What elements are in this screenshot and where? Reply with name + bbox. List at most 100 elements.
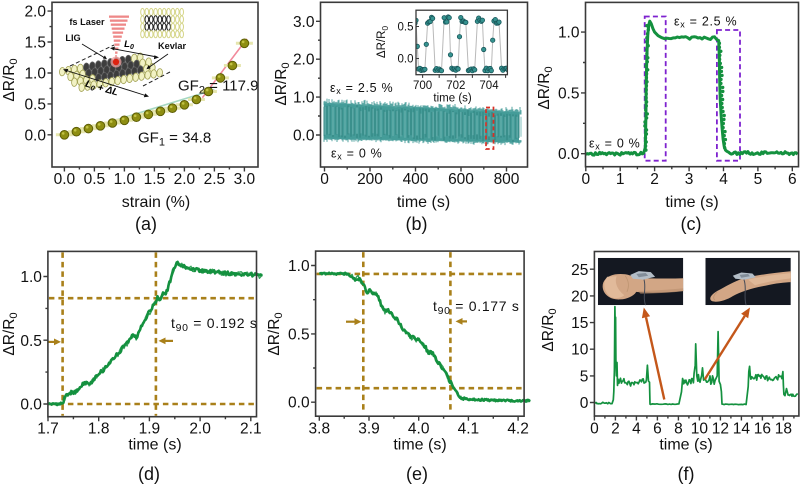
svg-text:15: 15 [571,315,588,332]
svg-text:3.8: 3.8 [309,421,331,438]
svg-text:12: 12 [712,421,729,438]
svg-text:(d): (d) [138,464,160,484]
svg-text:700: 700 [413,80,432,92]
svg-text:3.0: 3.0 [234,171,256,188]
svg-text:εx = 0 %: εx = 0 % [589,137,640,152]
svg-text:time (s): time (s) [397,194,450,211]
svg-text:3.0: 3.0 [293,14,315,31]
svg-text:0: 0 [580,395,589,412]
svg-text:strain (%): strain (%) [122,194,190,211]
svg-text:GF2 = 117.9: GF2 = 117.9 [178,78,259,97]
svg-text:800: 800 [494,171,520,188]
svg-text:702: 702 [446,80,465,92]
svg-text:4: 4 [719,171,728,188]
svg-text:time (s): time (s) [659,437,712,454]
svg-text:t90 = 0.177 s: t90 = 0.177 s [433,298,520,317]
svg-text:2.1: 2.1 [240,421,262,438]
svg-text:20: 20 [571,288,589,305]
svg-text:10: 10 [691,421,709,438]
svg-text:1: 1 [616,171,625,188]
svg-text:14: 14 [733,421,751,438]
svg-text:ΔR/R0: ΔR/R0 [266,312,285,355]
svg-text:(a): (a) [135,214,157,234]
svg-text:fs Laser: fs Laser [69,17,105,27]
svg-text:2: 2 [650,171,659,188]
svg-text:0.0: 0.0 [24,127,46,144]
svg-text:0: 0 [590,421,599,438]
svg-text:4.2: 4.2 [507,421,529,438]
svg-text:200: 200 [357,171,383,188]
svg-text:0.5: 0.5 [398,22,414,34]
svg-text:ΔR/R0: ΔR/R0 [540,308,559,351]
svg-text:0.5: 0.5 [288,326,310,343]
svg-text:4.1: 4.1 [458,421,480,438]
svg-text:0.5: 0.5 [20,333,42,350]
svg-text:0.0: 0.0 [288,395,310,412]
svg-text:400: 400 [403,171,429,188]
svg-text:4: 4 [632,421,641,438]
svg-text:8: 8 [674,421,683,438]
svg-text:3.9: 3.9 [358,421,380,438]
svg-text:6: 6 [653,421,662,438]
svg-text:(e): (e) [406,464,428,484]
svg-text:time (s): time (s) [128,437,181,454]
svg-text:ΔR/R0: ΔR/R0 [536,66,555,109]
svg-text:1.8: 1.8 [88,421,110,438]
svg-text:1.5: 1.5 [24,35,46,52]
svg-text:Kevlar: Kevlar [158,41,187,51]
svg-text:25: 25 [571,262,588,279]
svg-text:t90 = 0.192 s: t90 = 0.192 s [171,315,258,334]
svg-text:1.0: 1.0 [558,25,580,42]
svg-text:LIG: LIG [65,33,80,43]
svg-text:L0: L0 [124,39,134,51]
svg-text:16: 16 [754,421,771,438]
svg-text:(c): (c) [681,214,702,234]
svg-text:704: 704 [479,80,499,92]
svg-text:time (s): time (s) [665,194,718,211]
svg-text:(b): (b) [406,214,428,234]
svg-text:0.0: 0.0 [20,397,42,414]
svg-text:1.0: 1.0 [293,90,315,107]
svg-text:0.5: 0.5 [558,85,580,102]
svg-text:1.5: 1.5 [144,171,166,188]
svg-text:600: 600 [448,171,474,188]
svg-text:ΔR/R0: ΔR/R0 [376,26,390,59]
svg-text:1.7: 1.7 [37,421,59,438]
svg-text:0.0: 0.0 [558,146,580,163]
svg-text:GF1 = 34.8: GF1 = 34.8 [138,130,211,149]
svg-text:εx = 2.5 %: εx = 2.5 % [330,81,393,96]
svg-text:0.0: 0.0 [54,171,76,188]
svg-text:0: 0 [320,171,329,188]
svg-text:18: 18 [775,421,792,438]
svg-text:time (s): time (s) [393,437,446,454]
svg-text:2.0: 2.0 [174,171,196,188]
svg-text:5: 5 [580,368,589,385]
svg-text:ΔR/R0: ΔR/R0 [1,312,20,355]
svg-text:1.9: 1.9 [139,421,161,438]
svg-text:2.0: 2.0 [24,4,46,21]
svg-text:0.0: 0.0 [293,128,315,145]
svg-text:0.5: 0.5 [24,96,46,113]
svg-text:ΔR/R0: ΔR/R0 [273,62,292,105]
svg-text:4.0: 4.0 [408,421,430,438]
svg-text:0: 0 [581,171,590,188]
svg-text:εx = 2.5 %: εx = 2.5 % [674,15,737,30]
svg-text:0.0: 0.0 [398,54,414,66]
svg-text:ΔR/R0: ΔR/R0 [1,58,20,101]
svg-text:2.0: 2.0 [189,421,211,438]
svg-text:5: 5 [754,171,763,188]
svg-text:2: 2 [611,421,620,438]
svg-text:2.0: 2.0 [293,52,315,69]
svg-text:1.0: 1.0 [20,269,42,286]
svg-text:time (s): time (s) [433,93,472,105]
svg-text:2.5: 2.5 [204,171,226,188]
svg-text:6: 6 [788,171,797,188]
svg-text:εx = 0 %: εx = 0 % [331,147,382,162]
svg-text:(f): (f) [678,464,695,484]
svg-text:3: 3 [685,171,694,188]
svg-text:0.5: 0.5 [84,171,106,188]
svg-text:1.0: 1.0 [114,171,136,188]
svg-text:1.0: 1.0 [24,66,46,83]
svg-text:1.0: 1.0 [288,258,310,275]
svg-text:10: 10 [571,342,589,359]
